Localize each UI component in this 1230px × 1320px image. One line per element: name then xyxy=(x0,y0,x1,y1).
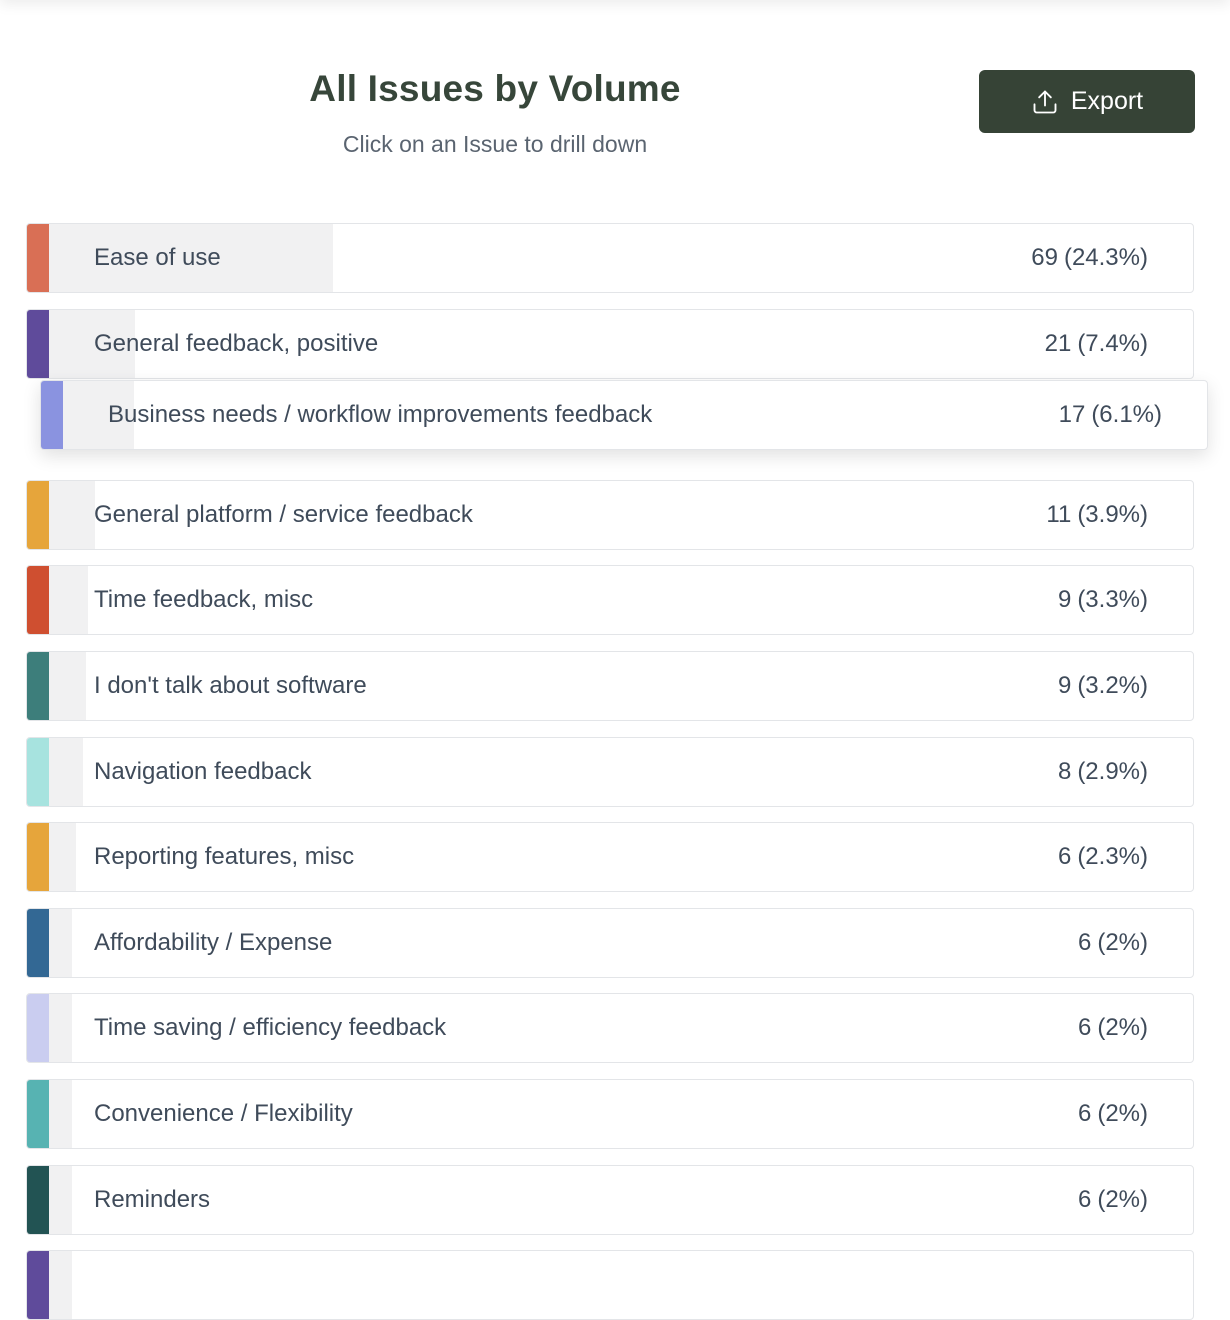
issue-color-swatch xyxy=(27,310,49,378)
issue-row[interactable]: I don't talk about software 9 (3.2%) xyxy=(26,651,1194,721)
issue-row[interactable]: Affordability / Expense 6 (2%) xyxy=(26,908,1194,978)
issue-percent: (3.3%) xyxy=(1077,586,1148,613)
issue-label: Convenience / Flexibility xyxy=(94,1100,353,1127)
issue-volume-bar xyxy=(49,224,333,292)
issue-row[interactable] xyxy=(26,1250,1194,1320)
issue-row[interactable]: Reporting features, misc 6 (2.3%) xyxy=(26,822,1194,892)
issue-percent: (2%) xyxy=(1097,1014,1148,1041)
issue-label: General feedback, positive xyxy=(94,330,379,357)
issue-color-swatch xyxy=(27,909,49,977)
issue-percent: (2%) xyxy=(1097,1100,1148,1127)
issue-volume-bar xyxy=(49,566,88,634)
issue-volume-bar xyxy=(49,1166,72,1234)
issue-color-swatch xyxy=(27,481,49,549)
issue-label: Navigation feedback xyxy=(94,758,312,785)
issue-label: General platform / service feedback xyxy=(94,501,473,528)
issue-color-swatch xyxy=(27,994,49,1062)
issue-percent: (2.3%) xyxy=(1077,843,1148,870)
issue-volume-bar xyxy=(49,994,72,1062)
issue-percent: (6.1%) xyxy=(1091,401,1162,428)
issue-volume-bar xyxy=(49,909,72,977)
issue-color-swatch xyxy=(27,652,49,720)
issue-row[interactable]: Convenience / Flexibility 6 (2%) xyxy=(26,1079,1194,1149)
issue-percent: (3.9%) xyxy=(1077,501,1148,528)
issue-label: Ease of use xyxy=(94,244,221,271)
issue-color-swatch xyxy=(41,381,63,449)
issue-label: Reminders xyxy=(94,1186,211,1213)
issue-value: 6 (2%) xyxy=(1078,1166,1148,1234)
issue-count: 17 xyxy=(1058,401,1086,428)
issue-row[interactable]: Business needs / workflow improvements f… xyxy=(40,380,1208,450)
issue-label: Time saving / efficiency feedback xyxy=(94,1014,447,1041)
issue-value: 17 (6.1%) xyxy=(1059,381,1162,449)
issue-value: 6 (2%) xyxy=(1078,909,1148,977)
page-title: All Issues by Volume xyxy=(309,68,681,109)
issue-color-swatch xyxy=(27,224,49,292)
issue-count: 6 xyxy=(1077,1014,1092,1041)
issue-volume-bar xyxy=(49,652,86,720)
issue-label: Business needs / workflow improvements f… xyxy=(108,401,653,428)
issue-count: 21 xyxy=(1044,330,1072,357)
issue-volume-bar xyxy=(49,738,83,806)
issue-color-swatch xyxy=(27,1251,49,1319)
issue-label: Affordability / Expense xyxy=(94,929,333,956)
issue-value: 8 (2.9%) xyxy=(1058,738,1148,806)
upload-icon xyxy=(1031,88,1059,116)
issue-value xyxy=(1142,1251,1148,1319)
issue-color-swatch xyxy=(27,1166,49,1234)
issue-percent: (3.2%) xyxy=(1077,672,1148,699)
issue-row[interactable]: Navigation feedback 8 (2.9%) xyxy=(26,737,1194,807)
issue-label: Reporting features, misc xyxy=(94,843,355,870)
issue-row[interactable]: Time saving / efficiency feedback 6 (2%) xyxy=(26,993,1194,1063)
issue-volume-bar xyxy=(49,823,76,891)
issue-row[interactable]: Time feedback, misc 9 (3.3%) xyxy=(26,565,1194,635)
issue-percent: (2%) xyxy=(1097,929,1148,956)
issue-row[interactable]: Ease of use 69 (24.3%) xyxy=(26,223,1194,293)
issue-value: 69 (24.3%) xyxy=(1031,224,1148,292)
issue-count: 69 xyxy=(1031,244,1058,271)
issue-percent: (2%) xyxy=(1097,1186,1148,1213)
issue-value: 11 (3.9%) xyxy=(1046,481,1148,549)
issue-volume-bar xyxy=(49,1080,72,1148)
issue-count: 6 xyxy=(1077,1100,1092,1127)
issue-volume-bar xyxy=(49,1251,72,1319)
issue-row[interactable]: General platform / service feedback 11 (3… xyxy=(26,480,1194,550)
issue-value: 6 (2%) xyxy=(1078,1080,1148,1148)
export-label: Export xyxy=(1070,87,1144,115)
chart-header: All Issues by Volume Click on an Issue t… xyxy=(0,0,1230,200)
issue-count: 6 xyxy=(1077,1186,1092,1213)
page-subtitle: Click on an Issue to drill down xyxy=(342,131,648,157)
issue-color-swatch xyxy=(27,823,49,891)
issue-count: 6 xyxy=(1057,843,1072,870)
issue-value: 6 (2.3%) xyxy=(1058,823,1148,891)
issue-volume-bar xyxy=(49,310,135,378)
issue-volume-bar xyxy=(49,481,95,549)
export-button[interactable]: Export xyxy=(979,70,1195,133)
issue-percent: (7.4%) xyxy=(1077,330,1148,357)
issue-value: 9 (3.2%) xyxy=(1058,652,1148,720)
issue-value: 21 (7.4%) xyxy=(1045,310,1148,378)
issue-count: 8 xyxy=(1057,758,1072,785)
issue-percent: (2.9%) xyxy=(1077,758,1148,785)
issue-count: 9 xyxy=(1057,672,1072,699)
issue-count: 6 xyxy=(1077,929,1092,956)
issue-value: 9 (3.3%) xyxy=(1058,566,1148,634)
issue-count: 9 xyxy=(1057,586,1072,613)
issue-percent: (24.3%) xyxy=(1063,244,1148,271)
issue-row[interactable]: General feedback, positive 21 (7.4%) xyxy=(26,309,1194,379)
issue-color-swatch xyxy=(27,566,49,634)
issue-row[interactable]: Reminders 6 (2%) xyxy=(26,1165,1194,1235)
issue-label: Time feedback, misc xyxy=(94,586,314,613)
issue-color-swatch xyxy=(27,738,49,806)
issue-volume-bar xyxy=(63,381,134,449)
issue-color-swatch xyxy=(27,1080,49,1148)
issue-value: 6 (2%) xyxy=(1078,994,1148,1062)
issue-label: I don't talk about software xyxy=(94,672,367,699)
issue-count: 11 xyxy=(1046,501,1072,528)
